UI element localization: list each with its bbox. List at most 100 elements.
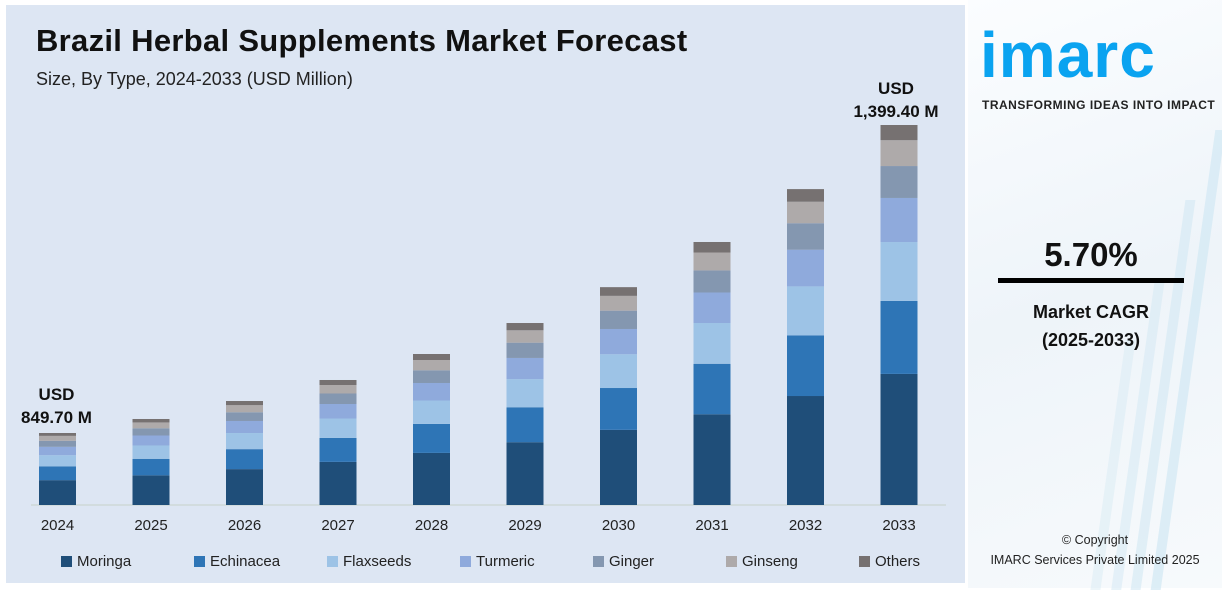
x-tick-label: 2033	[882, 517, 915, 534]
bar-segment-others-2028	[413, 353, 450, 361]
legend-item-turmeric: Turmeric	[460, 553, 593, 570]
brand-panel: imarc TRANSFORMING IDEAS INTO IMPACT 5.7…	[968, 0, 1222, 590]
bar-segment-moringa-2025	[132, 475, 170, 505]
bar-segment-others-2029	[506, 323, 544, 331]
legend-item-ginger: Ginger	[593, 553, 726, 570]
copyright: © Copyright	[1061, 533, 1129, 547]
legend-item-moringa: Moringa	[61, 553, 194, 570]
cagr-label-line1: Market CAGR	[1032, 302, 1150, 322]
divider	[998, 278, 1184, 283]
legend-label: Turmeric	[476, 553, 535, 570]
legend-label: Others	[875, 553, 921, 570]
legend-item-ginseng: Ginseng	[726, 553, 859, 570]
x-tick-label: 2028	[415, 517, 448, 534]
bar-segment-echinacea-2031	[693, 363, 731, 415]
legend-item-others: Others	[859, 553, 992, 570]
company-name: IMARC Services Private Limited 2025	[990, 553, 1200, 567]
chart-title: Brazil Herbal Supplements Market Forecas…	[36, 23, 688, 58]
bar-segment-ginseng-2033	[880, 140, 918, 167]
bar-segment-moringa-2028	[413, 452, 450, 505]
bar-segment-flaxseeds-2029	[506, 379, 544, 408]
legend-label: Ginger	[609, 553, 655, 570]
bar-segment-ginger-2026	[226, 412, 263, 421]
legend-swatch	[61, 556, 72, 567]
bar-segment-ginger-2030	[600, 310, 637, 329]
bar-segment-ginseng-2026	[226, 405, 263, 413]
bar-segment-ginger-2028	[413, 370, 450, 383]
bar-segment-ginseng-2027	[319, 384, 357, 394]
bar-segment-ginger-2025	[132, 428, 170, 436]
bar-segment-echinacea-2027	[319, 437, 357, 462]
bar-segment-turmeric-2033	[880, 197, 918, 243]
bar-segment-turmeric-2030	[600, 328, 637, 355]
bar-segment-flaxseeds-2027	[319, 418, 357, 438]
bar-segment-ginseng-2032	[787, 201, 824, 224]
bar-segment-flaxseeds-2033	[880, 242, 918, 301]
bar-segment-others-2032	[787, 189, 824, 202]
x-tick-label: 2025	[134, 517, 167, 534]
bar-segment-flaxseeds-2032	[787, 286, 824, 336]
bar-segment-ginger-2024	[39, 440, 76, 447]
bar-segment-flaxseeds-2026	[226, 433, 263, 450]
legend-swatch	[327, 556, 338, 567]
legend: Moringa Echinacea Flaxseeds Turmeric Ginger G…	[61, 553, 992, 570]
bar-segment-echinacea-2024	[39, 466, 76, 481]
annotation-line: USD	[38, 385, 75, 404]
x-tick-label: 2030	[602, 517, 635, 534]
bar-segment-turmeric-2026	[226, 420, 263, 434]
bar-segment-echinacea-2029	[506, 407, 544, 443]
bar-segment-ginger-2031	[693, 270, 731, 293]
chart-subtitle: Size, By Type, 2024-2033 (USD Million)	[36, 69, 353, 89]
legend-label: Echinacea	[210, 553, 281, 570]
bar-segment-moringa-2032	[787, 396, 824, 505]
annotation-line: USD	[878, 79, 914, 98]
legend-swatch	[593, 556, 604, 567]
bar-segment-turmeric-2031	[693, 292, 731, 324]
bar-segment-flaxseeds-2024	[39, 455, 76, 467]
legend-swatch	[194, 556, 205, 567]
annotation-2033: USD 1,399.40 M	[841, 77, 951, 123]
stacked-bar-chart: 2024 2025 2026 2027 2028 2029 2030 2031 2032 2033	[31, 125, 946, 534]
bar-segment-others-2026	[226, 401, 263, 406]
bar-segment-flaxseeds-2025	[132, 445, 170, 459]
bar-segment-moringa-2027	[319, 461, 357, 505]
legend-swatch	[726, 556, 737, 567]
bar-segment-flaxseeds-2030	[600, 354, 637, 389]
annotation-2024: USD 849.70 M	[14, 383, 99, 429]
bar-segment-echinacea-2033	[880, 300, 918, 374]
bar-segment-ginger-2032	[787, 223, 824, 250]
bar-segment-turmeric-2029	[506, 357, 544, 380]
bar-segment-moringa-2026	[226, 469, 263, 505]
annotation-value: 1,399.40 M	[853, 102, 939, 121]
bar-segment-turmeric-2024	[39, 446, 76, 456]
x-tick-label: 2024	[41, 517, 74, 534]
bar-segment-others-2024	[39, 433, 76, 436]
chart-panel: Brazil Herbal Supplements Market Forecas…	[6, 5, 965, 583]
bar-segment-others-2031	[693, 241, 731, 253]
bar-segment-moringa-2029	[506, 442, 544, 505]
bar-segment-ginseng-2030	[600, 295, 637, 311]
x-tick-label: 2031	[695, 517, 728, 534]
bar-segment-moringa-2024	[39, 480, 76, 505]
bar-segment-ginger-2029	[506, 342, 544, 358]
legend-label: Flaxseeds	[343, 553, 412, 570]
bar-segment-moringa-2030	[600, 429, 637, 505]
bar-segment-ginger-2033	[880, 166, 918, 198]
bar-segment-echinacea-2025	[132, 458, 170, 476]
cagr-value: 5.70%	[1044, 236, 1138, 273]
legend-label: Moringa	[77, 553, 132, 570]
bar-segment-turmeric-2032	[787, 249, 824, 287]
legend-swatch	[859, 556, 870, 567]
bar-segment-ginger-2027	[319, 393, 357, 404]
bar-segment-moringa-2033	[880, 373, 918, 505]
bar-segment-flaxseeds-2031	[693, 323, 731, 364]
bar-segment-echinacea-2030	[600, 388, 637, 430]
bar-segment-others-2030	[600, 287, 637, 296]
bar-segment-others-2033	[880, 125, 918, 141]
bar-segment-echinacea-2028	[413, 423, 450, 453]
imarc-logo: imarc	[980, 19, 1156, 91]
bar-segment-ginseng-2029	[506, 330, 544, 343]
legend-item-flaxseeds: Flaxseeds	[327, 553, 460, 570]
x-tick-label: 2029	[508, 517, 541, 534]
brand-tagline: TRANSFORMING IDEAS INTO IMPACT	[982, 98, 1216, 112]
